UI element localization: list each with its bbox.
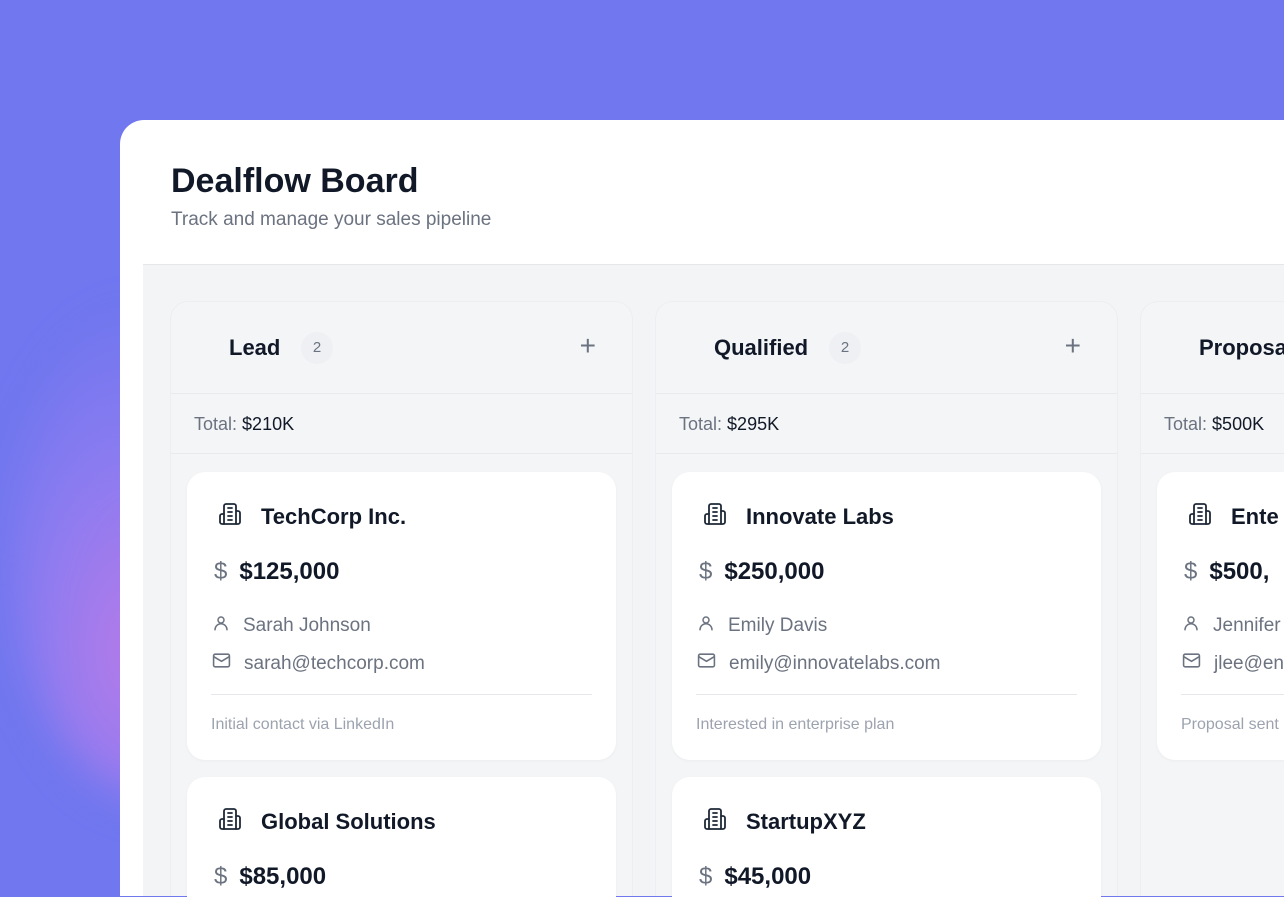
column-header: Qualified 2 +: [656, 302, 1117, 394]
building-icon: [703, 807, 746, 837]
column-total: Total: $210K: [171, 394, 632, 454]
column-header: Proposa: [1141, 302, 1284, 394]
mail-icon: [697, 651, 729, 676]
contact-email[interactable]: sarah@techcorp.com: [244, 652, 425, 674]
column-header: Lead 2 +: [171, 302, 632, 394]
column-lead: Lead 2 + Total: $210K TechCorp Inc. $ $125,…: [170, 301, 633, 897]
company-name: TechCorp Inc.: [261, 504, 407, 529]
contact-email[interactable]: jlee@en: [1214, 652, 1284, 674]
dollar-icon: $: [1184, 558, 1198, 585]
deal-amount: $500,: [1209, 558, 1270, 585]
contact-name: Jennifer: [1213, 615, 1281, 636]
deal-amount: $125,000: [239, 558, 340, 585]
company-name: Ente: [1231, 504, 1279, 529]
deal-card[interactable]: Innovate Labs $ $250,000 Emily Davis emily…: [672, 472, 1101, 760]
contact-email[interactable]: emily@innovatelabs.com: [729, 652, 941, 674]
dollar-icon: $: [699, 558, 713, 585]
dollar-icon: $: [699, 863, 713, 890]
user-icon: [697, 614, 728, 638]
company-name: Global Solutions: [261, 809, 436, 834]
contact-name: Sarah Johnson: [243, 615, 371, 636]
mail-icon: [1182, 651, 1214, 676]
company-name: Innovate Labs: [746, 504, 894, 529]
deal-card[interactable]: Ente $ $500, Jennifer jlee@en Proposal sen…: [1157, 472, 1284, 760]
column-total: Total: $295K: [656, 394, 1117, 454]
page-subtitle: Track and manage your sales pipeline: [171, 209, 492, 230]
count-badge: 2: [829, 332, 861, 364]
user-icon: [1182, 614, 1213, 638]
kanban-board: Lead 2 + Total: $210K TechCorp Inc. $ $125,…: [143, 264, 1284, 897]
column-proposa: Proposa Total: $500K Ente $ $500, Jennifer …: [1140, 301, 1284, 896]
board-panel: Dealflow Board Track and manage your sal…: [120, 120, 1284, 897]
building-icon: [1188, 502, 1231, 532]
page-title: Dealflow Board: [171, 162, 419, 200]
deal-note: Interested in enterprise plan: [696, 716, 895, 733]
deal-card[interactable]: TechCorp Inc. $ $125,000 Sarah Johnson sar…: [187, 472, 616, 760]
column-qualified: Qualified 2 + Total: $295K Innovate Labs $…: [655, 301, 1118, 897]
deal-amount: $45,000: [724, 863, 812, 890]
dollar-icon: $: [214, 558, 228, 585]
user-icon: [212, 614, 243, 638]
building-icon: [218, 807, 261, 837]
building-icon: [703, 502, 746, 532]
plus-icon[interactable]: +: [1064, 330, 1081, 361]
deal-card[interactable]: Global Solutions $ $85,000: [187, 777, 616, 897]
column-total: Total: $500K: [1141, 394, 1284, 454]
divider: [1181, 694, 1284, 695]
mail-icon: [212, 651, 244, 676]
plus-icon[interactable]: +: [579, 330, 596, 361]
company-name: StartupXYZ: [746, 809, 866, 834]
deal-note: Proposal sent: [1181, 716, 1279, 733]
deal-amount: $250,000: [724, 558, 825, 585]
deal-card[interactable]: StartupXYZ $ $45,000: [672, 777, 1101, 897]
count-badge: 2: [301, 332, 333, 364]
deal-amount: $85,000: [239, 863, 327, 890]
deal-note: Initial contact via LinkedIn: [211, 716, 395, 733]
column-title: Lead: [229, 335, 281, 360]
column-title: Qualified: [714, 335, 809, 360]
divider: [696, 694, 1077, 695]
dollar-icon: $: [214, 863, 228, 890]
column-title: Proposa: [1199, 335, 1284, 360]
divider: [211, 694, 592, 695]
building-icon: [218, 502, 261, 532]
contact-name: Emily Davis: [728, 615, 828, 636]
